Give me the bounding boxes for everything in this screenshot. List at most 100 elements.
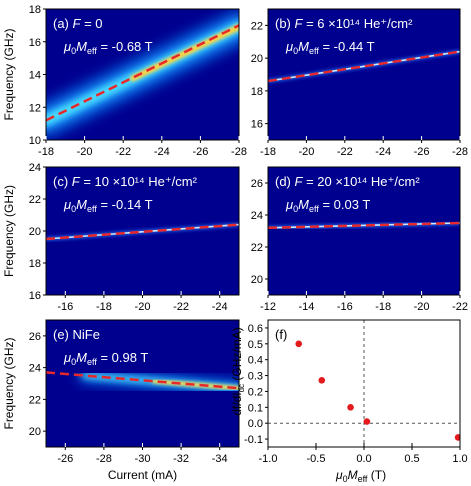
y-tick-label: 20 <box>29 226 41 238</box>
x-tick-label: -20 <box>135 301 151 313</box>
y-tick-label: 20 <box>251 274 263 286</box>
data-point <box>347 404 354 411</box>
y-tick-label: 22 <box>251 242 263 254</box>
y-tick-label: 0.4 <box>248 355 263 367</box>
fit-dashed-line <box>268 221 460 230</box>
panel-d: -12 -14 -16 -18 -20 -22 20 22 24 26 (d) F = 20 ×10… <box>251 166 468 313</box>
plot-area-e <box>46 320 239 447</box>
x-tick-label: -22 <box>452 301 468 313</box>
y-tick-label: 16 <box>29 37 41 49</box>
data-point <box>295 340 303 348</box>
plot-area-a <box>46 9 239 140</box>
x-tick-label: -16 <box>57 301 73 313</box>
fit-dashed-line <box>268 50 460 83</box>
x-tick-label: -0.5 <box>307 453 326 465</box>
x-tick-label: -24 <box>212 301 228 313</box>
x-tick-label: -28 <box>452 146 468 158</box>
data-point <box>318 377 326 384</box>
meff-annotation: μ0Meff = -0.14 T <box>63 197 153 214</box>
x-tick-label: -20 <box>77 146 93 158</box>
panel-annotation: (d) F = 20 ×10¹⁴ He⁺/cm² <box>275 174 420 189</box>
x-tick-label: -12 <box>260 301 276 313</box>
x-tick-label: -22 <box>173 301 189 313</box>
panel-b: -18 -20 -22 -24 -26 -28 16 18 20 22 (b) F = 6 ×10¹… <box>251 8 468 158</box>
x-tick-label: -26 <box>414 146 430 158</box>
y-tick-label: 10 <box>29 135 41 147</box>
x-tick-label: -20 <box>298 146 314 158</box>
x-tick-label: -32 <box>173 453 189 465</box>
x-tick-label: -26 <box>57 453 73 465</box>
x-tick-label: -24 <box>375 146 391 158</box>
fit-dashed-line <box>46 371 239 390</box>
signal-band-core <box>152 379 239 391</box>
axes-frame <box>267 166 461 296</box>
y-tick-label: 0.2 <box>248 386 263 398</box>
plot-area-b <box>268 9 460 140</box>
heatmap-background <box>268 167 460 295</box>
x-axis-label: μ0Meff (T) <box>335 468 386 484</box>
panel-c: -16 -18 -20 -22 -24 16 18 20 22 24 Frequency (GHz)… <box>2 162 240 313</box>
y-axis-label: Frequency (GHz) <box>2 337 16 429</box>
y-tick-label: 0.5 <box>248 339 263 351</box>
y-tick-label: 16 <box>29 290 41 302</box>
y-tick-label: -0.1 <box>244 434 263 446</box>
fit-dashed-line <box>46 24 239 122</box>
meff-annotation: μ0Meff = -0.44 T <box>285 39 375 56</box>
panel-annotation: (a) F = 0 <box>53 16 103 31</box>
x-tick-label: -1.0 <box>259 453 278 465</box>
data-point <box>454 434 460 441</box>
meff-annotation: μ0Meff = 0.98 T <box>63 350 148 367</box>
y-tick-label: 24 <box>251 210 263 222</box>
plot-area-c <box>46 167 239 295</box>
x-tick-label: -18 <box>260 146 276 158</box>
meff-annotation: μ0Meff = -0.68 T <box>63 39 153 56</box>
data-point <box>363 418 371 425</box>
panel-annotation: (e) NiFe <box>53 327 100 342</box>
y-tick-label: 18 <box>29 258 41 270</box>
x-axis-label: Current (mA) <box>108 468 177 482</box>
panel-f: -1.0 -0.5 0.0 0.5 1.0 -0.1 0.0 0.1 0.2 0.3 0.4 0.5 0… <box>230 319 468 484</box>
x-tick-label: -18 <box>38 146 54 158</box>
panel-annotation: (c) F = 10 ×10¹⁴ He⁺/cm² <box>53 174 198 189</box>
y-tick-label: 22 <box>251 20 263 32</box>
x-tick-label: -18 <box>96 301 112 313</box>
plot-area-d <box>268 167 460 295</box>
panel-annotation: (f) <box>275 327 287 342</box>
fit-dashed-line <box>46 223 239 241</box>
y-tick-label: 0.0 <box>248 418 263 430</box>
y-tick-label: 18 <box>29 4 41 16</box>
x-tick-label: -20 <box>414 301 430 313</box>
y-tick-label: 12 <box>29 102 41 114</box>
x-tick-label: -24 <box>154 146 170 158</box>
y-tick-label: 26 <box>29 331 41 343</box>
y-tick-label: 0.3 <box>248 371 263 383</box>
x-tick-label: 0.5 <box>404 453 419 465</box>
y-tick-label: 16 <box>251 119 263 131</box>
x-tick-label: -26 <box>192 146 208 158</box>
y-tick-label: 20 <box>251 53 263 65</box>
panel-annotation: (b) F = 6 ×10¹⁴ He⁺/cm² <box>275 16 413 31</box>
y-tick-label: 14 <box>29 70 41 82</box>
x-tick-label: 1.0 <box>452 453 467 465</box>
x-tick-label: -14 <box>298 301 314 313</box>
y-axis-label: df/dIdc (GHz/mA) <box>230 327 246 415</box>
y-axis-label: Frequency (GHz) <box>2 28 16 120</box>
y-tick-label: 0.6 <box>248 323 263 335</box>
y-tick-label: 22 <box>29 394 41 406</box>
x-tick-label: -18 <box>375 301 391 313</box>
y-tick-label: 24 <box>29 162 41 174</box>
x-tick-label: -28 <box>231 146 247 158</box>
y-tick-label: 18 <box>251 86 263 98</box>
x-tick-label: -34 <box>212 453 228 465</box>
panel-e: -26 -28 -30 -32 -34 20 22 24 26 Frequency (GHz) Cu… <box>2 319 240 482</box>
x-tick-label: -28 <box>96 453 112 465</box>
y-tick-label: 22 <box>29 194 41 206</box>
y-axis-label: Frequency (GHz) <box>2 185 16 277</box>
y-tick-label: 0.1 <box>248 402 263 414</box>
x-tick-label: -16 <box>337 301 353 313</box>
x-tick-label: -22 <box>337 146 353 158</box>
meff-annotation: μ0Meff = 0.03 T <box>285 197 370 214</box>
y-tick-label: 26 <box>251 178 263 190</box>
x-tick-label: 0.0 <box>356 453 371 465</box>
